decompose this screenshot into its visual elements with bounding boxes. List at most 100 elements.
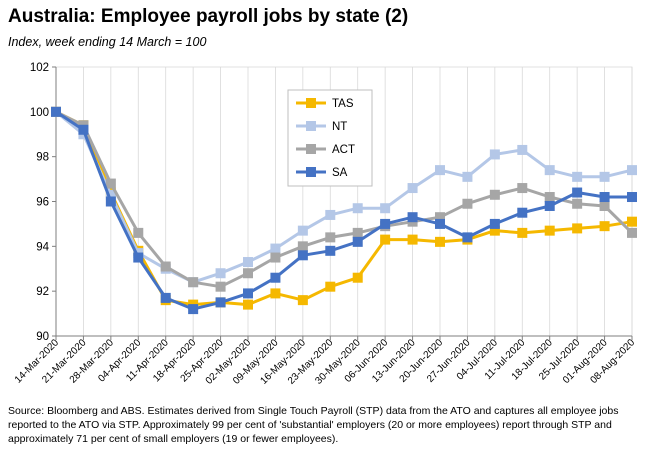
data-point-act — [270, 252, 281, 263]
data-point-nt — [489, 149, 500, 160]
data-point-tas — [435, 236, 445, 247]
data-point-sa — [105, 196, 116, 207]
series-sa — [51, 106, 637, 315]
data-point-nt — [627, 165, 637, 176]
data-point-tas — [544, 225, 555, 236]
data-point-act — [297, 241, 308, 252]
y-tick-label: 92 — [36, 286, 49, 298]
legend-label: SA — [332, 167, 348, 179]
data-point-nt — [380, 203, 391, 214]
data-point-sa — [188, 304, 199, 315]
data-point-act — [517, 183, 528, 194]
y-tick-label: 90 — [36, 331, 49, 343]
legend-box — [287, 89, 373, 187]
legend-label: TAS — [332, 98, 354, 110]
legend-swatch-marker — [306, 121, 316, 131]
data-point-sa — [462, 232, 473, 243]
data-point-tas — [572, 223, 583, 234]
legend-label: ACT — [332, 144, 355, 156]
data-point-tas — [270, 288, 281, 299]
data-point-tas — [243, 299, 253, 310]
y-tick-label: 94 — [36, 241, 49, 253]
data-point-nt — [270, 243, 281, 254]
legend-label: NT — [332, 121, 347, 133]
legend-item-sa: SA — [296, 167, 348, 179]
data-point-act — [243, 268, 253, 279]
data-point-sa — [435, 218, 445, 229]
data-point-act — [627, 227, 637, 238]
y-tick-label: 100 — [30, 107, 49, 119]
data-point-tas — [325, 281, 336, 292]
data-point-nt — [243, 257, 253, 268]
data-point-sa — [544, 200, 555, 211]
legend-item-act: ACT — [296, 144, 355, 156]
data-point-act — [599, 200, 610, 211]
series-layer — [51, 106, 637, 315]
data-point-tas — [627, 216, 637, 227]
data-point-act — [352, 227, 363, 238]
data-point-nt — [544, 165, 555, 176]
legend-item-nt: NT — [296, 121, 347, 133]
data-point-sa — [517, 207, 528, 218]
series-line-act — [55, 110, 634, 289]
y-tick-label: 96 — [36, 197, 49, 209]
data-point-nt — [407, 183, 418, 194]
data-point-sa — [627, 192, 637, 203]
data-point-nt — [352, 203, 363, 214]
data-point-sa — [133, 252, 144, 263]
data-point-tas — [517, 227, 528, 238]
data-point-act — [215, 281, 226, 292]
data-point-sa — [78, 124, 89, 135]
data-point-sa — [407, 212, 418, 223]
legend-swatch-marker — [306, 98, 316, 108]
series-line-sa — [55, 110, 632, 311]
data-point-nt — [435, 165, 445, 176]
data-point-act — [160, 261, 171, 272]
legend-item-tas: TAS — [296, 98, 354, 110]
data-point-nt — [517, 144, 528, 155]
data-point-sa — [215, 297, 226, 308]
data-point-act — [544, 192, 555, 203]
data-point-sa — [160, 292, 171, 303]
data-point-act — [105, 178, 116, 189]
data-point-act — [572, 198, 583, 209]
data-point-sa — [51, 106, 61, 117]
data-point-sa — [243, 288, 253, 299]
source-note: Source: Bloomberg and ABS. Estimates der… — [8, 405, 619, 445]
y-tick-label: 98 — [36, 152, 49, 164]
data-point-sa — [380, 218, 391, 229]
chart-title: Australia: Employee payroll jobs by stat… — [8, 6, 409, 27]
data-point-tas — [297, 295, 308, 306]
data-point-act — [188, 277, 199, 288]
data-point-sa — [352, 236, 363, 247]
data-point-act — [489, 189, 500, 200]
data-point-tas — [380, 234, 391, 245]
data-point-nt — [462, 171, 473, 182]
data-point-act — [462, 198, 473, 209]
data-point-tas — [489, 225, 500, 236]
series-line-nt — [55, 110, 633, 284]
data-point-act — [435, 212, 445, 223]
data-point-act — [325, 232, 336, 243]
data-point-sa — [270, 272, 281, 283]
data-point-nt — [297, 225, 308, 236]
data-point-nt — [105, 189, 116, 200]
data-point-sa — [489, 218, 500, 229]
data-point-sa — [599, 192, 610, 203]
data-point-tas — [407, 234, 418, 245]
data-point-tas — [599, 221, 610, 232]
data-point-act — [133, 227, 144, 238]
legend-swatch-marker — [306, 167, 316, 177]
legend-swatch-marker — [306, 144, 316, 154]
legend: TAS NT ACT SA — [287, 89, 373, 187]
data-point-nt — [325, 209, 336, 220]
data-point-nt — [599, 171, 610, 182]
data-point-nt — [215, 268, 226, 279]
data-point-nt — [572, 171, 583, 182]
data-point-tas — [352, 272, 363, 283]
data-point-sa — [572, 187, 583, 198]
data-point-sa — [297, 250, 308, 261]
y-tick-label: 102 — [30, 62, 49, 74]
data-point-sa — [325, 245, 336, 256]
